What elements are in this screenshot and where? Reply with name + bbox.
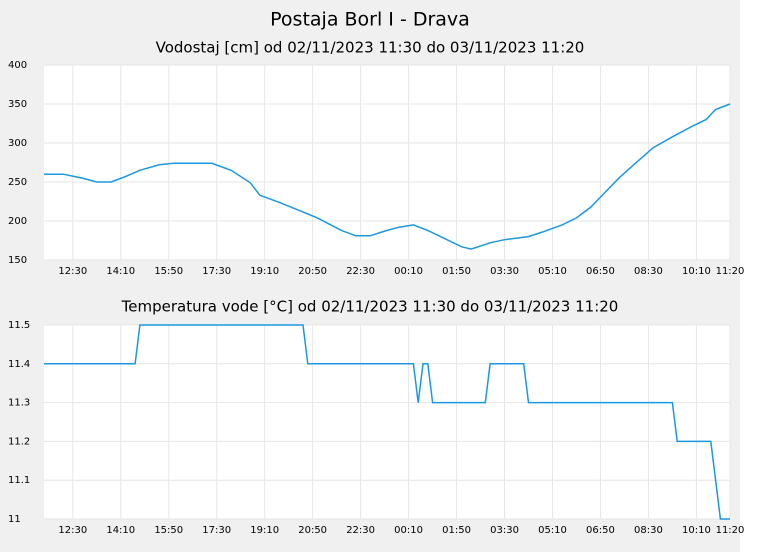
y-tick-label: 200	[8, 216, 27, 227]
x-tick-label: 19:10	[250, 266, 279, 277]
x-tick-label: 22:30	[346, 266, 375, 277]
x-tick-label: 12:30	[58, 266, 87, 277]
x-tick-label: 17:30	[202, 525, 231, 536]
y-tick-label: 150	[8, 255, 27, 266]
y-tick-label: 11.5	[8, 320, 30, 331]
y-tick-label: 11.4	[8, 359, 30, 370]
x-tick-label: 05:10	[538, 525, 567, 536]
y-tick-label: 350	[8, 99, 27, 110]
x-tick-label: 00:10	[394, 266, 423, 277]
chart-title: Temperatura vode [°C] od 02/11/2023 11:3…	[121, 298, 619, 316]
page-title: Postaja Borl I - Drava	[270, 9, 470, 31]
x-tick-label: 15:50	[154, 266, 183, 277]
plot-area	[44, 325, 730, 519]
y-tick-label: 11	[8, 514, 21, 525]
x-tick-label: 00:10	[394, 525, 423, 536]
x-tick-label: 01:50	[442, 266, 471, 277]
chart-title: Vodostaj [cm] od 02/11/2023 11:30 do 03/…	[156, 39, 585, 57]
x-tick-label: 17:30	[202, 266, 231, 277]
x-tick-label: 14:10	[106, 266, 135, 277]
plot-area	[44, 65, 730, 260]
x-tick-label: 10:10	[682, 266, 711, 277]
data-line	[44, 103, 731, 250]
data-line	[44, 324, 730, 520]
y-tick-label: 11.3	[8, 398, 30, 409]
x-tick-label: 08:30	[634, 266, 663, 277]
x-tick-label: 06:50	[586, 525, 615, 536]
y-tick-label: 300	[8, 138, 27, 149]
x-tick-label: 19:10	[250, 525, 279, 536]
x-tick-label: 10:10	[682, 525, 711, 536]
x-tick-label: 20:50	[298, 266, 327, 277]
x-tick-label: 20:50	[298, 525, 327, 536]
x-tick-label: 11:20	[716, 525, 745, 536]
y-tick-label: 11.1	[8, 475, 30, 486]
y-tick-label: 11.2	[8, 436, 30, 447]
x-tick-label: 15:50	[154, 525, 183, 536]
x-tick-label: 06:50	[586, 266, 615, 277]
x-tick-label: 12:30	[58, 525, 87, 536]
x-tick-label: 05:10	[538, 266, 567, 277]
x-tick-label: 01:50	[442, 525, 471, 536]
x-tick-label: 22:30	[346, 525, 375, 536]
y-tick-label: 250	[8, 177, 27, 188]
x-tick-label: 11:20	[716, 266, 745, 277]
y-tick-label: 400	[8, 60, 27, 71]
x-tick-label: 03:30	[490, 266, 519, 277]
x-tick-label: 08:30	[634, 525, 663, 536]
x-tick-label: 14:10	[106, 525, 135, 536]
x-tick-label: 03:30	[490, 525, 519, 536]
